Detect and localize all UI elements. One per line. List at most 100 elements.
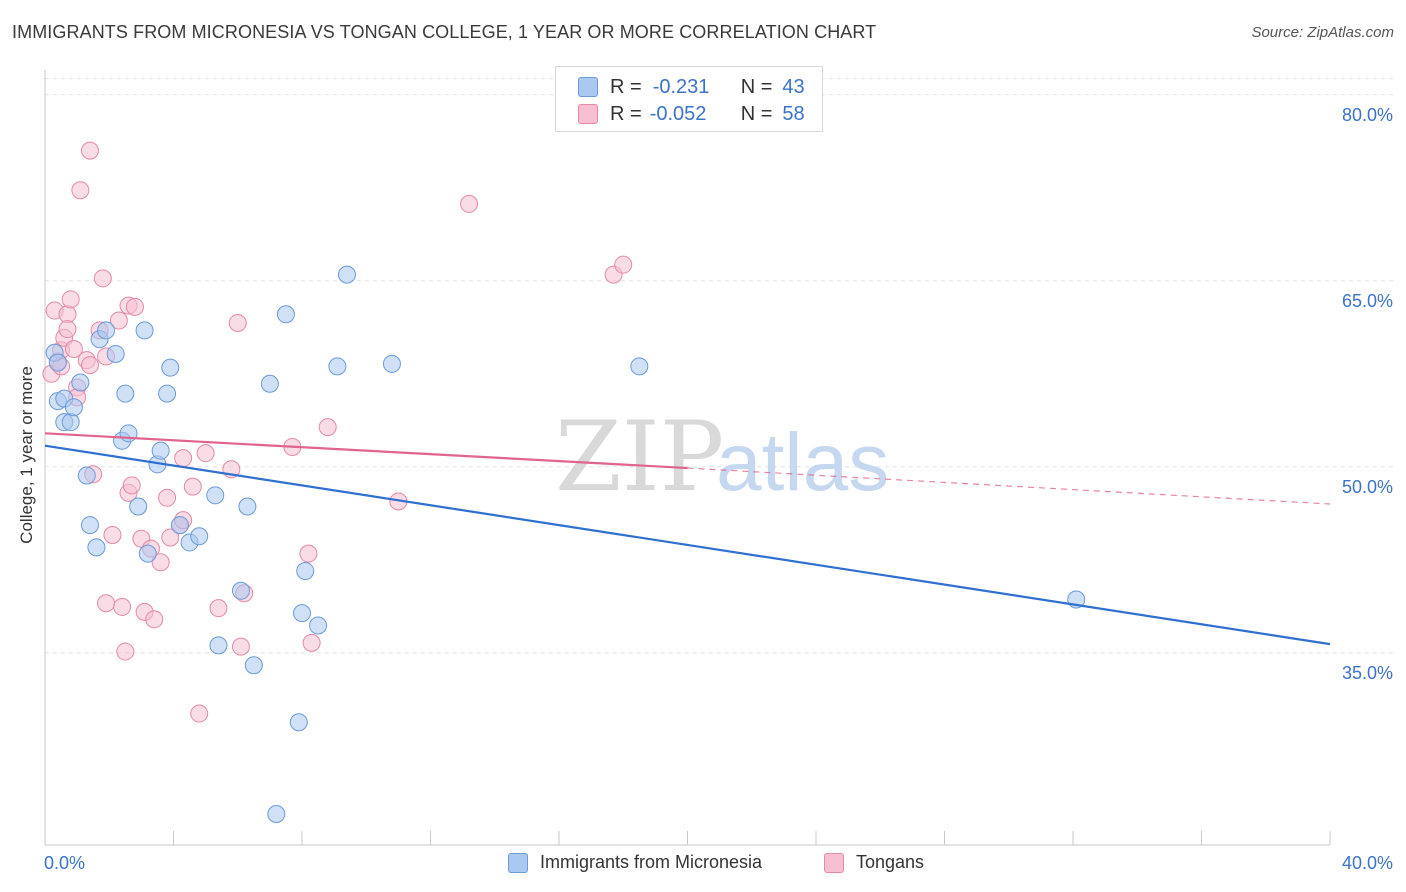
tongan-point [80,141,99,160]
micronesia-point [135,321,154,340]
tongan-point [151,553,170,572]
n-label: N = [740,102,773,125]
micronesia-trend-line [44,444,1331,646]
y-tick-label: 80.0% [1342,105,1393,125]
tongan-point [103,526,122,544]
legend-row-tongan: R = -0.052 N = 58 [578,102,805,126]
micronesia-point [170,516,189,535]
r-value-micronesia: -0.231 [652,75,710,98]
micronesia-point [77,466,96,485]
micronesia-point [231,581,250,600]
micronesia-point [97,321,116,340]
legend-row-micronesia: R = -0.231 N = 43 [578,75,805,99]
tongan-point [109,311,128,330]
r-label: R = [610,102,642,125]
tongan-point [299,544,318,563]
y-axis-label: College, 1 year or more [17,366,36,544]
micronesia-points [45,265,1086,823]
micronesia-point [630,357,649,376]
n-value-micronesia: 43 [782,75,805,98]
micronesia-point [158,384,177,403]
tongan-trend-line [44,432,688,470]
x-tick-label-max: 40.0% [1342,853,1393,873]
micronesia-point [267,805,286,823]
micronesia-point [80,516,99,535]
micronesia-point [161,358,180,377]
micronesia-point [309,616,328,635]
y-tick-label: 65.0% [1342,291,1393,311]
micronesia-legend-swatch [508,852,528,873]
micronesia-point [106,344,125,363]
legend-item-micronesia[interactable]: Immigrants from Micronesia [508,852,762,873]
tongan-point [228,313,247,332]
trend-layer [44,432,1331,646]
tongan-point [460,194,479,213]
micronesia-point [151,441,170,460]
r-label: R = [610,75,642,98]
micronesia-point [129,497,148,516]
watermark-atlas: atlas [716,417,889,508]
legend-item-tongan[interactable]: Tongans [824,852,924,873]
micronesia-point [209,636,228,655]
tongan-point [58,320,77,339]
watermark-zip: ZIP [555,401,724,513]
series-legend: Immigrants from Micronesia Tongans [0,852,1406,878]
legend-label-tongan: Tongans [856,852,925,872]
micronesia-point [48,353,67,372]
chart-title: IMMIGRANTS FROM MICRONESIA VS TONGAN COL… [12,22,877,42]
micronesia-point [190,527,209,546]
tongan-point [161,528,180,547]
micronesia-point [71,373,90,392]
micronesia-point [328,357,347,376]
tongan-point [145,610,164,629]
source-label: Source: ZipAtlas.com [1251,24,1394,41]
x-tick-label-min: 0.0% [44,853,85,873]
micronesia-point [238,497,257,516]
tongan-point [113,597,132,616]
micronesia-point [293,604,311,623]
micronesia-point [206,486,225,505]
tongan-point [614,255,633,274]
micronesia-point [244,656,263,675]
micronesia-point [61,413,80,432]
tongan-point [64,340,83,358]
tongan-point [302,633,321,652]
tongan-point [80,356,99,375]
tongan-swatch [578,104,598,124]
tongan-legend-swatch [824,852,844,873]
micronesia-point [64,398,83,417]
tongan-point [318,418,337,437]
tongan-point [122,476,141,495]
micronesia-point [382,354,401,373]
micronesia-point [260,374,279,393]
y-tick-label: 35.0% [1342,663,1393,683]
tongan-point [61,290,80,309]
tongan-point [231,637,250,656]
micronesia-point [296,561,315,580]
micronesia-point [87,538,106,557]
tongan-point [196,444,215,463]
tongan-point [125,297,144,316]
tongan-point [158,488,177,507]
tongan-point [190,704,209,723]
r-value-tongan: -0.052 [649,102,707,125]
tongan-point [71,181,90,200]
tongan-point [183,477,202,496]
axis-layer [44,70,1331,846]
n-label: N = [740,75,773,98]
micronesia-swatch [578,77,598,97]
micronesia-point [116,384,135,403]
micronesia-point [138,544,157,563]
micronesia-point [289,713,308,732]
correlation-legend: R = -0.231 N = 43 R = -0.052 N = 58 [555,66,823,132]
n-value-tongan: 58 [782,102,805,125]
legend-label-micronesia: Immigrants from Micronesia [540,852,763,872]
micronesia-point [119,424,138,443]
micronesia-point [337,265,356,284]
tongan-trend-extension [687,467,1331,505]
micronesia-point [276,305,295,324]
tongan-point [209,599,228,618]
tongan-point [116,642,135,661]
tongan-point [97,594,116,613]
y-tick-label: 50.0% [1342,477,1393,497]
